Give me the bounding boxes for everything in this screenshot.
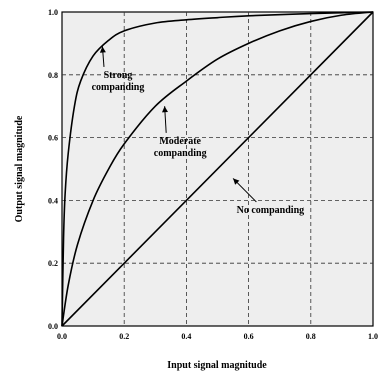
x-tick-label-0: 0.0 — [57, 332, 67, 341]
annotation-strong: Strong companding — [92, 70, 145, 93]
y-tick-label-3: 0.6 — [48, 134, 58, 143]
annotation-moderate: Moderate companding — [154, 136, 207, 159]
annotation-arrowhead-moderate — [161, 106, 168, 113]
annotation-strong-line-1: companding — [92, 82, 145, 93]
annotation-strong-line-0: Strong — [104, 70, 133, 81]
series-line-none — [61, 11, 374, 327]
x-axis-label: Input signal magnitude — [167, 360, 267, 371]
annotation-arrowhead-strong — [99, 46, 106, 53]
annotation-none: No companding — [237, 205, 305, 216]
y-axis-label: Output signal magnitude — [14, 115, 25, 222]
annotation-arrowhead-none — [233, 178, 240, 185]
x-tick-label-3: 0.6 — [244, 332, 254, 341]
series-curves — [61, 11, 374, 327]
y-tick-labels: 0.0 0.2 0.4 0.6 0.8 1.0 — [48, 8, 58, 331]
x-tick-label-5: 1.0 — [368, 332, 378, 341]
y-tick-label-4: 0.8 — [48, 71, 58, 80]
series-line-strong — [61, 11, 374, 327]
y-tick-label-0: 0.0 — [48, 322, 58, 331]
x-tick-label-4: 0.8 — [306, 332, 316, 341]
annotation-none-line-0: No companding — [237, 205, 305, 216]
series-line-moderate — [61, 11, 374, 327]
grid-lines — [62, 12, 373, 326]
x-tick-label-2: 0.4 — [181, 332, 191, 341]
x-tick-labels: 0.0 0.2 0.4 0.6 0.8 1.0 — [57, 332, 378, 341]
y-tick-label-1: 0.2 — [48, 259, 58, 268]
annotation-moderate-line-1: companding — [154, 148, 207, 159]
annotation-moderate-line-0: Moderate — [159, 136, 201, 147]
y-tick-label-5: 1.0 — [48, 8, 58, 17]
y-tick-label-2: 0.4 — [48, 196, 58, 205]
x-tick-label-1: 0.2 — [119, 332, 129, 341]
